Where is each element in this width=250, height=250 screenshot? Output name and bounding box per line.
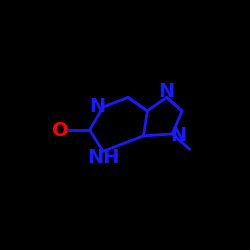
Text: O: O: [52, 120, 69, 140]
Text: N: N: [158, 82, 175, 102]
Text: NH: NH: [87, 148, 119, 167]
Text: N: N: [170, 126, 187, 146]
Text: N: N: [90, 98, 106, 116]
